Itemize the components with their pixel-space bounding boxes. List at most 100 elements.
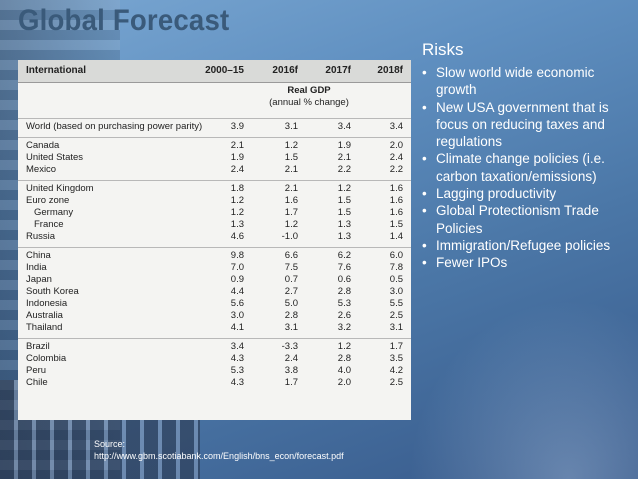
table-header-period: 2016f [272,65,298,76]
table-cell: 7.0 [230,262,244,273]
risk-item: Slow world wide economic growth [420,64,630,99]
table-divider [18,118,411,119]
table-divider [18,137,411,138]
table-cell: 2.2 [337,164,351,175]
table-cell: 1.6 [389,207,403,218]
table-divider [18,247,411,248]
table-cell: 1.2 [337,341,351,352]
table-cell: 0.9 [230,274,244,285]
table-cell: 1.5 [337,207,351,218]
table-cell: 3.5 [389,353,403,364]
table-cell: 1.8 [230,183,244,194]
table-cell: 1.3 [230,219,244,230]
table-cell: 0.5 [389,274,403,285]
table-cell: 3.8 [284,365,298,376]
table-cell: 1.2 [230,195,244,206]
page-title: Global Forecast [18,4,230,37]
table-cell: 1.3 [337,219,351,230]
table-cell: 7.8 [389,262,403,273]
table-cell: 1.7 [389,341,403,352]
table-cell: 2.1 [284,183,298,194]
table-row-label: China [26,250,51,261]
table-cell: 3.4 [389,121,403,132]
table-cell: 3.1 [284,322,298,333]
source-note: Source: http://www.gbm.scotiabank.com/En… [94,438,344,462]
table-row-label: Chile [26,377,48,388]
table-cell: 1.3 [337,231,351,242]
table-cell: 4.3 [230,377,244,388]
table-cell: 2.4 [389,152,403,163]
table-row-label: South Korea [26,286,79,297]
table-cell: 2.4 [284,353,298,364]
risk-item: Climate change policies (i.e. carbon tax… [420,150,630,185]
table-cell: 2.2 [389,164,403,175]
table-cell: 6.0 [389,250,403,261]
table-cell: 3.1 [284,121,298,132]
risks-panel: Risks Slow world wide economic growthNew… [420,40,630,272]
table-cell: 4.0 [337,365,351,376]
risk-item: Lagging productivity [420,185,630,203]
table-cell: 2.0 [337,377,351,388]
table-cell: 5.3 [337,298,351,309]
table-cell: 4.1 [230,322,244,333]
table-cell: 2.1 [230,140,244,151]
table-cell: 4.4 [230,286,244,297]
risks-title: Risks [422,40,464,59]
table-row-label: Japan [26,274,52,285]
table-row-label: Colombia [26,353,67,364]
table-cell: 1.2 [230,207,244,218]
risks-list: Slow world wide economic growthNew USA g… [420,64,630,272]
risk-item: New USA government that is focus on redu… [420,99,630,151]
table-cell: 2.8 [337,353,351,364]
table-row-label: Peru [26,365,47,376]
table-cell: 4.3 [230,353,244,364]
table-divider [18,180,411,181]
table-row-label: Australia [26,310,63,321]
risk-item: Global Protectionism Trade Policies [420,202,630,237]
table-cell: 2.1 [337,152,351,163]
risk-item: Fewer IPOs [420,254,630,272]
table-cell: 3.4 [230,341,244,352]
table-divider [18,338,411,339]
table-row-label: Germany [34,207,74,218]
table-cell: 3.2 [337,322,351,333]
forecast-table: International 2000–15 2016f 2017f 2018f … [18,60,411,420]
table-row-label: Brazil [26,341,50,352]
table-cell: 2.5 [389,310,403,321]
table-cell: 1.4 [389,231,403,242]
table-header-period: 2017f [325,65,351,76]
table-row-label: Thailand [26,322,63,333]
table-cell: 5.0 [284,298,298,309]
table-header-period: 2000–15 [205,65,244,76]
table-cell: 2.6 [337,310,351,321]
table-row-label: Canada [26,140,60,151]
table-cell: 0.7 [284,274,298,285]
source-url: http://www.gbm.scotiabank.com/English/bn… [94,451,344,461]
table-cell: 5.3 [230,365,244,376]
table-row-label: United States [26,152,84,163]
table-cell: 2.7 [284,286,298,297]
source-label: Source: [94,439,126,449]
table-cell: 2.4 [230,164,244,175]
table-cell: 7.6 [337,262,351,273]
table-row-label: Indonesia [26,298,68,309]
table-cell: 3.1 [389,322,403,333]
table-cell: 3.9 [230,121,244,132]
table-header-region: International [26,65,87,76]
table-cell: 2.8 [284,310,298,321]
table-cell: 1.5 [337,195,351,206]
table-cell: 6.6 [284,250,298,261]
table-cell: 9.8 [230,250,244,261]
table-cell: 2.5 [389,377,403,388]
table-cell: 3.0 [230,310,244,321]
table-row-label: United Kingdom [26,183,94,194]
table-cell: 3.4 [337,121,351,132]
table-cell: 2.8 [337,286,351,297]
table-cell: 6.2 [337,250,351,261]
table-cell: 1.5 [284,152,298,163]
table-cell: 0.6 [337,274,351,285]
table-row-label: Mexico [26,164,57,175]
table-cell: 1.5 [389,219,403,230]
table-cell: 1.6 [284,195,298,206]
table-cell: 1.2 [337,183,351,194]
